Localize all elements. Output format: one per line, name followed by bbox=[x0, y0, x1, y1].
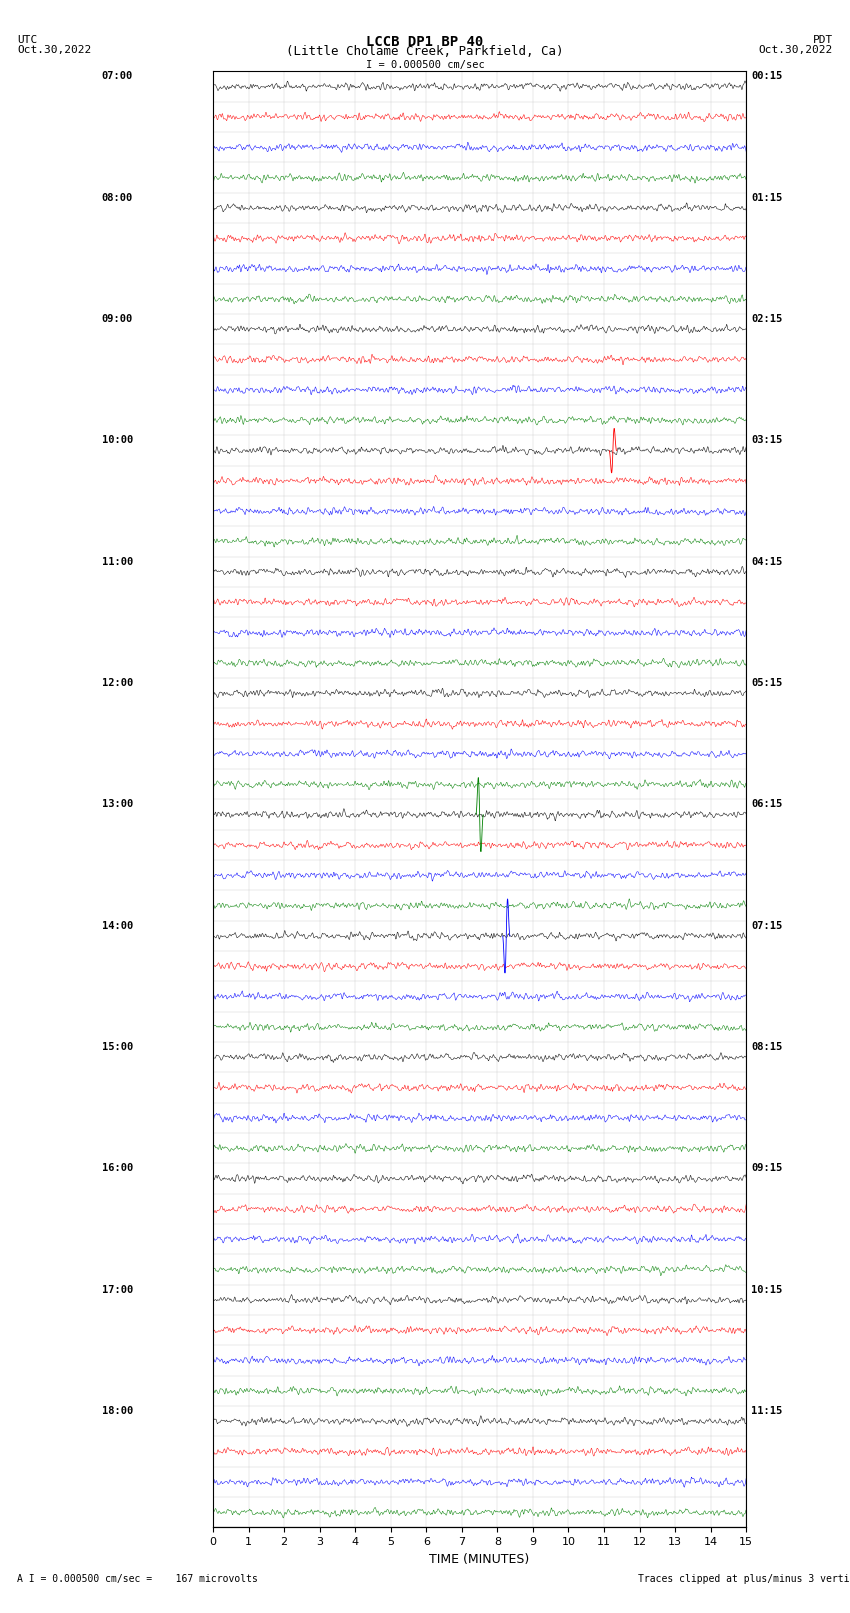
Text: 18:00: 18:00 bbox=[102, 1407, 133, 1416]
Text: 09:00: 09:00 bbox=[102, 315, 133, 324]
Text: 16:00: 16:00 bbox=[102, 1163, 133, 1174]
Text: 02:15: 02:15 bbox=[751, 315, 783, 324]
Text: Oct.30,2022: Oct.30,2022 bbox=[759, 45, 833, 55]
Text: 10:15: 10:15 bbox=[751, 1286, 783, 1295]
Text: (Little Cholame Creek, Parkfield, Ca): (Little Cholame Creek, Parkfield, Ca) bbox=[286, 45, 564, 58]
Text: Oct.30,2022: Oct.30,2022 bbox=[17, 45, 91, 55]
Text: 03:15: 03:15 bbox=[751, 436, 783, 445]
Text: Traces clipped at plus/minus 3 vertical divisions: Traces clipped at plus/minus 3 vertical … bbox=[638, 1574, 850, 1584]
Text: 08:15: 08:15 bbox=[751, 1042, 783, 1052]
Text: 13:00: 13:00 bbox=[102, 800, 133, 810]
Text: 15:00: 15:00 bbox=[102, 1042, 133, 1052]
Text: 12:00: 12:00 bbox=[102, 677, 133, 689]
Text: 11:15: 11:15 bbox=[751, 1407, 783, 1416]
Text: A I = 0.000500 cm/sec =    167 microvolts: A I = 0.000500 cm/sec = 167 microvolts bbox=[17, 1574, 258, 1584]
Text: UTC: UTC bbox=[17, 35, 37, 45]
Text: 05:15: 05:15 bbox=[751, 677, 783, 689]
Text: 14:00: 14:00 bbox=[102, 921, 133, 931]
Text: LCCB DP1 BP 40: LCCB DP1 BP 40 bbox=[366, 35, 484, 50]
Text: 11:00: 11:00 bbox=[102, 556, 133, 566]
Text: 01:15: 01:15 bbox=[751, 194, 783, 203]
Text: 09:15: 09:15 bbox=[751, 1163, 783, 1174]
Text: 07:00: 07:00 bbox=[102, 71, 133, 81]
Text: 10:00: 10:00 bbox=[102, 436, 133, 445]
Text: PDT: PDT bbox=[813, 35, 833, 45]
Text: I = 0.000500 cm/sec: I = 0.000500 cm/sec bbox=[366, 60, 484, 69]
Text: 00:15: 00:15 bbox=[751, 71, 783, 81]
Text: 08:00: 08:00 bbox=[102, 194, 133, 203]
Text: 04:15: 04:15 bbox=[751, 556, 783, 566]
Text: 17:00: 17:00 bbox=[102, 1286, 133, 1295]
Text: 06:15: 06:15 bbox=[751, 800, 783, 810]
Text: 07:15: 07:15 bbox=[751, 921, 783, 931]
X-axis label: TIME (MINUTES): TIME (MINUTES) bbox=[429, 1553, 530, 1566]
